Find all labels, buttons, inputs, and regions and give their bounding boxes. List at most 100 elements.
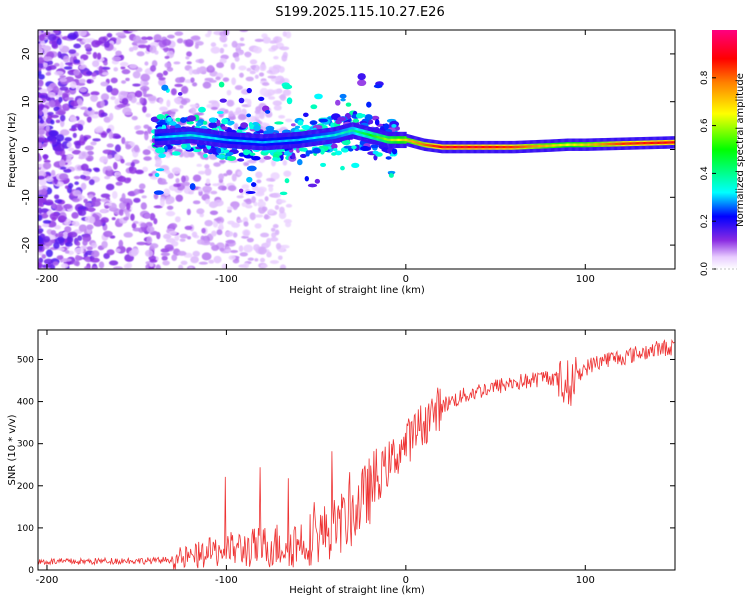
spectrogram-ridge-core [357, 130, 359, 133]
spectrogram-energy-blob [314, 178, 321, 184]
spectrogram-noise-blob [162, 260, 170, 266]
spectrogram-noise-blob [38, 97, 43, 105]
spectrogram-ridge-core [577, 143, 579, 146]
spectrogram-ridge-core [305, 137, 307, 141]
spectrogram-energy-blob [307, 183, 318, 188]
spectrogram-ridge-core [195, 134, 197, 138]
spectrogram-noise-blob [206, 104, 214, 109]
spectrogram-noise-blob [86, 51, 92, 55]
spectrogram-noise-blob [100, 66, 111, 71]
spectrogram-ridge-core [234, 139, 236, 142]
spectrogram-noise-blob [59, 61, 64, 70]
spectrogram-noise-blob [212, 183, 220, 187]
spectrogram-noise-blob [100, 132, 107, 138]
spectrogram-noise-blob [82, 170, 91, 176]
spectrogram-energy-blob [265, 109, 271, 114]
spectrogram-ridge-core [348, 130, 350, 133]
spectrogram-ridge-core [417, 141, 419, 145]
spectrogram-energy-blob [229, 120, 235, 125]
spectrogram-noise-blob [51, 169, 56, 176]
spectrogram-ridge-core [624, 142, 626, 145]
spectrogram-ridge-core [280, 139, 282, 143]
spectrogram-ridge-core [269, 140, 272, 144]
spectrogram-noise-blob [64, 137, 72, 142]
spectrogram-noise-blob [141, 195, 147, 199]
spectrogram-noise-blob [100, 93, 110, 101]
spectrogram-noise-blob [237, 171, 243, 176]
spectrogram-energy-blob [282, 84, 293, 90]
spectrogram-ridge-core [598, 143, 600, 146]
spectrogram-noise-blob [58, 96, 63, 103]
spectrogram-ridge-core [453, 145, 456, 149]
spectrogram-energy-blob [161, 84, 169, 91]
spectrogram-noise-blob [41, 223, 50, 227]
spectrogram-noise-blob [140, 36, 148, 41]
spectrogram-ridge-core [318, 136, 320, 139]
spectrogram-ridge-core [350, 129, 352, 132]
spectrogram-ridge-core [566, 143, 569, 146]
spectrogram-ridge-core [248, 140, 250, 143]
spectrogram-noise-blob [232, 232, 238, 238]
spectrogram-ridge-core [533, 145, 535, 148]
spectrogram-noise-blob [210, 42, 217, 48]
spectrogram-ridge-core [455, 145, 457, 149]
spectrogram-ridge-core [647, 141, 649, 145]
spectrogram-noise-blob [56, 38, 62, 46]
spectrogram-noise-blob [270, 172, 280, 180]
spectrogram-ridge-core [415, 141, 417, 144]
spectrogram-ridge-core [158, 136, 161, 139]
spectrogram-noise-blob [138, 39, 148, 44]
spectrogram-ridge-core [631, 142, 633, 145]
spectrogram-ridge-core [544, 144, 546, 148]
spectrogram-noise-blob [155, 264, 161, 269]
spectrogram-noise-blob [79, 87, 88, 93]
spectrogram-noise-blob [227, 116, 236, 120]
spectrogram-noise-blob [54, 70, 64, 76]
spectrogram-ridge-core [626, 142, 628, 145]
spectrogram-noise-blob [282, 89, 292, 96]
spectrogram-noise-blob [68, 49, 77, 54]
spectrogram-noise-blob [113, 162, 118, 170]
spectrogram-energy-blob [286, 97, 293, 105]
spectrogram-noise-blob [54, 233, 64, 238]
spectrogram-energy-blob [246, 113, 252, 118]
spectrogram-noise-blob [165, 210, 176, 217]
spectrogram-ridge-core [378, 136, 380, 139]
spectrogram-energy-blob [368, 119, 374, 125]
spectrogram-energy-blob [357, 79, 367, 87]
spectrogram-noise-blob [210, 46, 221, 54]
spectrogram-ridge-core [556, 144, 558, 147]
snr-frame [37, 329, 676, 571]
spectrogram-ridge-core [560, 143, 562, 147]
spectrogram-noise-blob [39, 88, 48, 93]
spectrogram-x-label: Height of straight line (km) [289, 285, 425, 296]
spectrogram-ridge-core [397, 138, 400, 142]
spectrogram-ridge-core [259, 140, 261, 144]
spectrogram-energy-blob [334, 150, 343, 156]
spectrogram-ridge-core [477, 145, 479, 149]
spectrogram-noise-blob [50, 119, 55, 125]
spectrogram-ridge-core [395, 138, 397, 142]
spectrogram-noise-blob [164, 244, 174, 251]
spectrogram-ridge-core [531, 145, 533, 148]
spectrogram-noise-blob [123, 216, 129, 221]
spectrogram-ridge-core [324, 135, 326, 138]
spectrogram-noise-blob [49, 212, 59, 220]
spectrogram-ridge-core [478, 145, 480, 149]
spectrogram-ridge-core [660, 141, 662, 144]
spectrogram-noise-blob [246, 115, 256, 123]
spectrogram-noise-blob [245, 198, 253, 205]
spectrogram-noise-blob [246, 159, 257, 164]
spectrogram-noise-blob [188, 266, 194, 269]
spectrogram-noise-blob [190, 107, 197, 115]
snr-x-tick-label: -100 [215, 575, 238, 586]
spectrogram-ridge-core [288, 139, 290, 142]
spectrogram-ridge-core [546, 144, 548, 147]
spectrogram-ridge-core [334, 133, 336, 137]
spectrogram-ridge-core [608, 142, 611, 146]
spectrogram-ridge-core [433, 144, 435, 148]
spectrogram-noise-blob [146, 225, 155, 233]
spectrogram-noise-blob [201, 227, 206, 234]
spectrogram-noise-blob [78, 78, 86, 84]
